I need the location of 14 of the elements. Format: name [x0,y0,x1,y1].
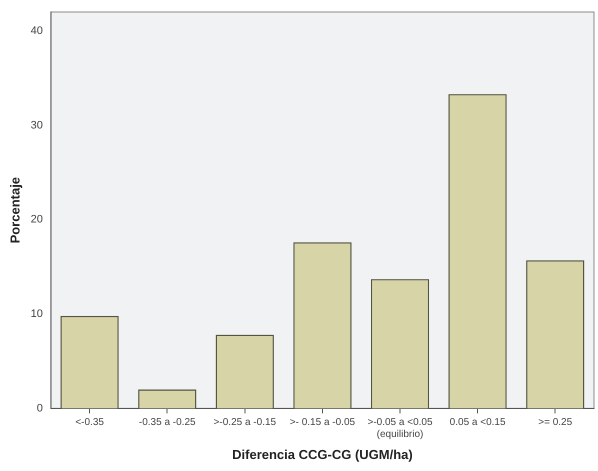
y-tick-label: 0 [36,402,43,414]
y-axis-title: Porcentaje [7,176,22,244]
x-tick-label: <-0.35 [75,417,104,428]
x-tick-label: 0.05 a <0.15 [450,417,506,428]
x-tick-label: -0.35 a -0.25 [138,417,196,428]
y-tick-label: 30 [30,119,43,132]
x-tick-label: >-0.25 a -0.15 [214,417,277,428]
y-tick-label: 40 [30,24,43,37]
x-axis-title: Diferencia CCG-CG (UGM/ha) [232,446,413,462]
x-tick-label: >- 0.15 a -0.05 [290,417,356,428]
y-tick-label: 10 [30,308,43,320]
x-tick-label: >= 0.25 [538,417,573,428]
y-tick-label: 20 [30,214,43,226]
x-tick-label: >-0.05 a <0.05 (equilibrio) [367,417,433,440]
